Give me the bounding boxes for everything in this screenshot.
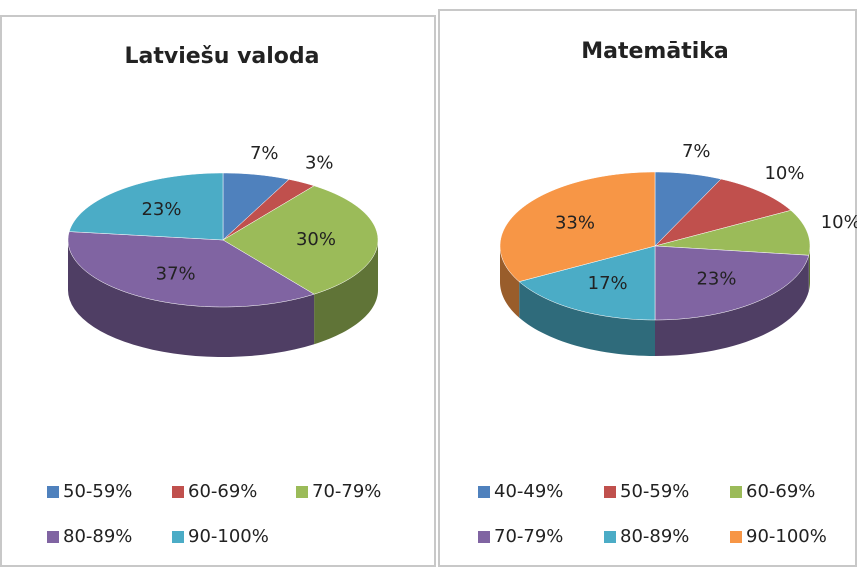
data-label: 10% <box>821 212 857 233</box>
data-label: 33% <box>555 212 595 233</box>
chart-title: Matemātika <box>581 39 728 64</box>
pie-slice <box>654 171 722 247</box>
pie-slice <box>222 172 290 241</box>
pie-slice <box>654 245 810 321</box>
pie-slice <box>518 245 656 321</box>
data-label: 17% <box>588 273 628 294</box>
legend-label: 40-49% <box>494 481 563 502</box>
pie-slice <box>67 231 315 308</box>
data-label: 3% <box>305 153 334 174</box>
legend-swatch <box>47 486 59 498</box>
legend-label: 70-79% <box>494 526 563 547</box>
chart-title: Latviešu valoda <box>124 44 319 69</box>
legend-swatch <box>478 486 490 498</box>
legend-label: 80-89% <box>63 526 132 547</box>
pie-slice <box>222 179 315 241</box>
data-label: 37% <box>156 264 196 285</box>
legend-label: 60-69% <box>188 481 257 502</box>
data-label: 23% <box>141 199 181 220</box>
data-label: 23% <box>696 268 736 289</box>
legend-swatch <box>730 531 742 543</box>
data-label: 7% <box>682 141 711 162</box>
legend-label: 60-69% <box>746 481 815 502</box>
pie-side <box>68 240 315 357</box>
pie-slice <box>68 172 224 241</box>
legend-swatch <box>604 486 616 498</box>
pie-slice <box>654 178 792 247</box>
legend-swatch <box>296 486 308 498</box>
legend-swatch <box>47 531 59 543</box>
pie-slice <box>222 185 379 295</box>
legend-swatch <box>478 531 490 543</box>
legend-label: 70-79% <box>312 481 381 502</box>
pie-side <box>500 246 520 318</box>
data-label: 7% <box>250 143 279 164</box>
legend-label: 90-100% <box>188 526 269 547</box>
legend-swatch <box>172 486 184 498</box>
legend-label: 50-59% <box>620 481 689 502</box>
pie-side <box>808 246 810 292</box>
pie-slice <box>654 210 811 256</box>
legend-swatch <box>172 531 184 543</box>
legend-label: 80-89% <box>620 526 689 547</box>
legend-swatch <box>730 486 742 498</box>
legend-label: 90-100% <box>746 526 827 547</box>
legend-label: 50-59% <box>63 481 132 502</box>
pie-side <box>519 281 655 356</box>
data-label: 30% <box>296 229 336 250</box>
legend-swatch <box>604 531 616 543</box>
data-label: 10% <box>764 163 804 184</box>
pie-slice <box>499 171 656 282</box>
pie-side <box>314 240 378 345</box>
pie-side <box>655 255 809 356</box>
